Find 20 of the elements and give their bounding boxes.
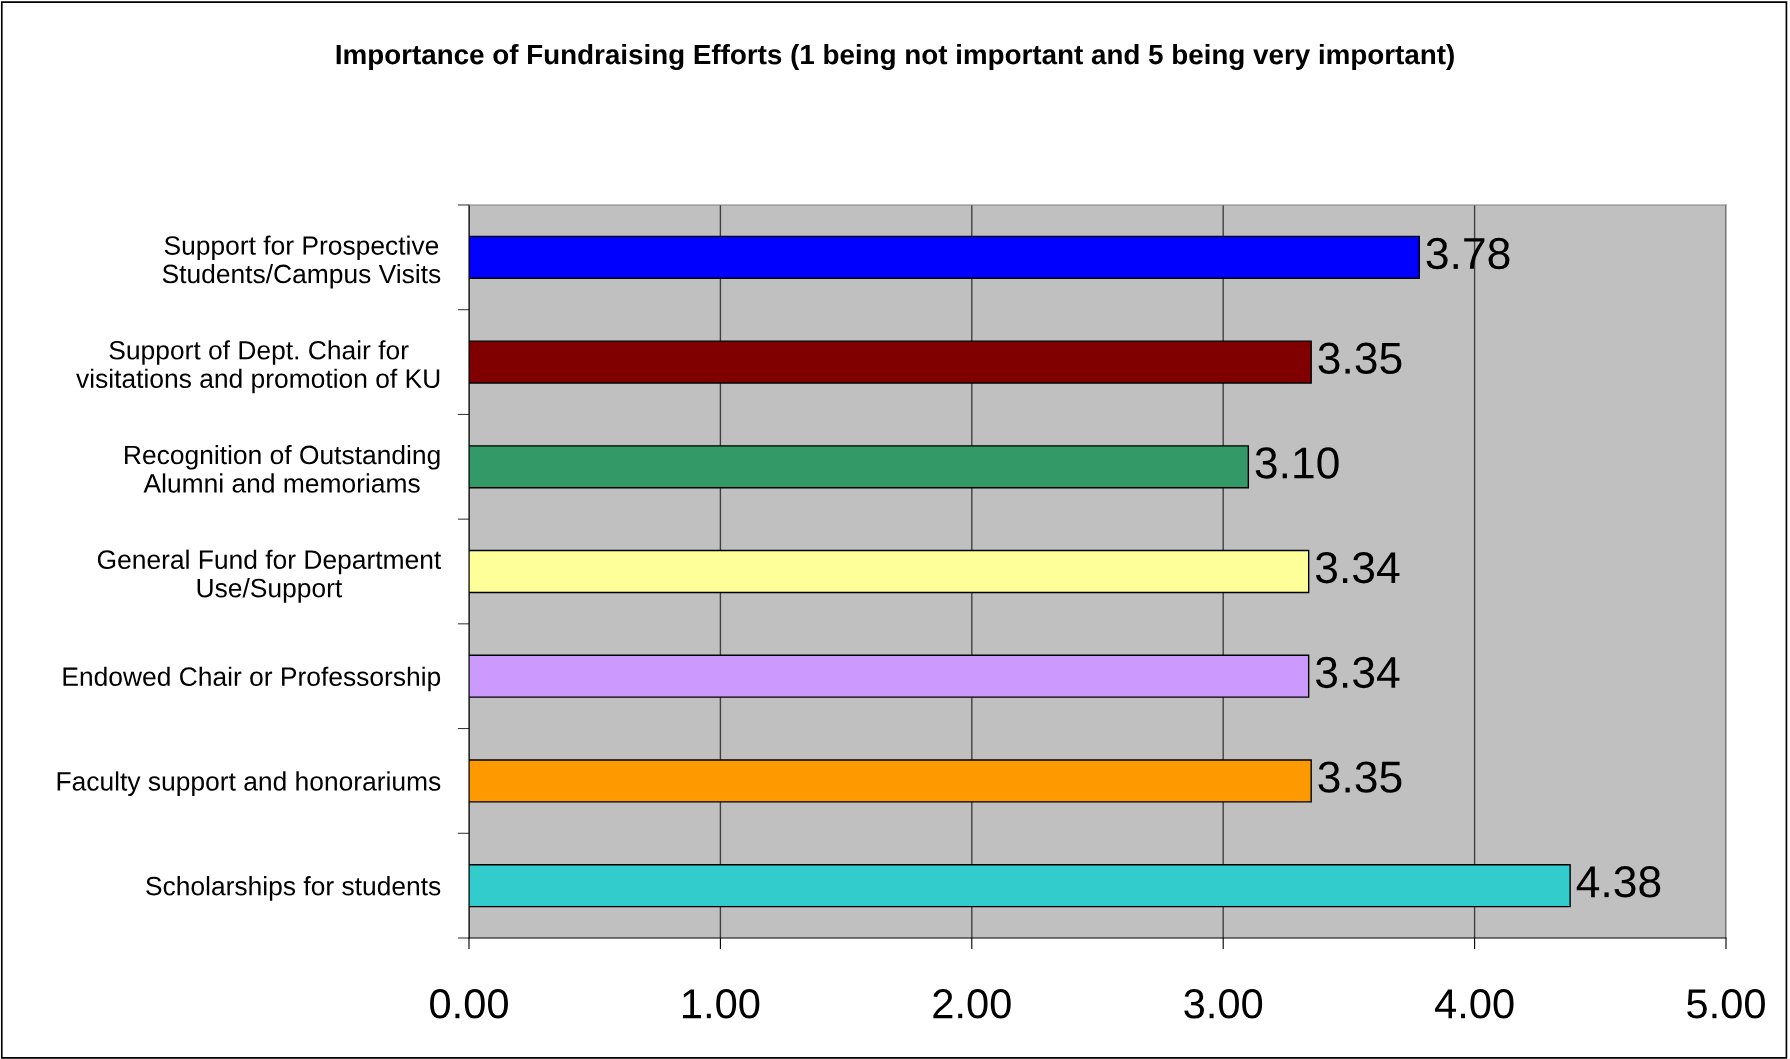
x-tick-label: 5.00 (1687, 989, 1765, 1019)
x-tick-label: 1.00 (683, 989, 760, 1019)
y-tick-label: Support of Dept. Chair for visitations and promotion of KU (76, 340, 440, 394)
data-label: 3.34 (1315, 551, 1400, 584)
y-tick-label: Endowed Chair or Professorship (63, 666, 441, 692)
data-label: 3.35 (1318, 342, 1402, 374)
data-label: 3.35 (1318, 761, 1402, 793)
y-tick-label: Scholarships for students (146, 876, 441, 901)
x-tick-label: 2.00 (933, 989, 1011, 1019)
x-tick-label: 4.00 (1435, 989, 1514, 1019)
x-tick-label: 0.00 (430, 989, 508, 1019)
data-label: 3.34 (1315, 656, 1400, 689)
y-tick-label: Recognition of Outstanding Alumni and memoriams (125, 444, 440, 493)
chart-title: Importance of Fundraising Efforts (1 being not important and 5 being very important) (336, 43, 1454, 71)
y-tick-label: Faculty support and honorariums (57, 771, 441, 796)
data-label: 3.10 (1255, 447, 1339, 479)
y-tick-label: Support for Prospective Students/Campus Visits (162, 235, 441, 289)
y-tick-label: General Fund for Department Use/Support (97, 549, 442, 603)
data-label: 4.38 (1576, 866, 1661, 898)
x-tick-label: 3.00 (1184, 989, 1263, 1019)
